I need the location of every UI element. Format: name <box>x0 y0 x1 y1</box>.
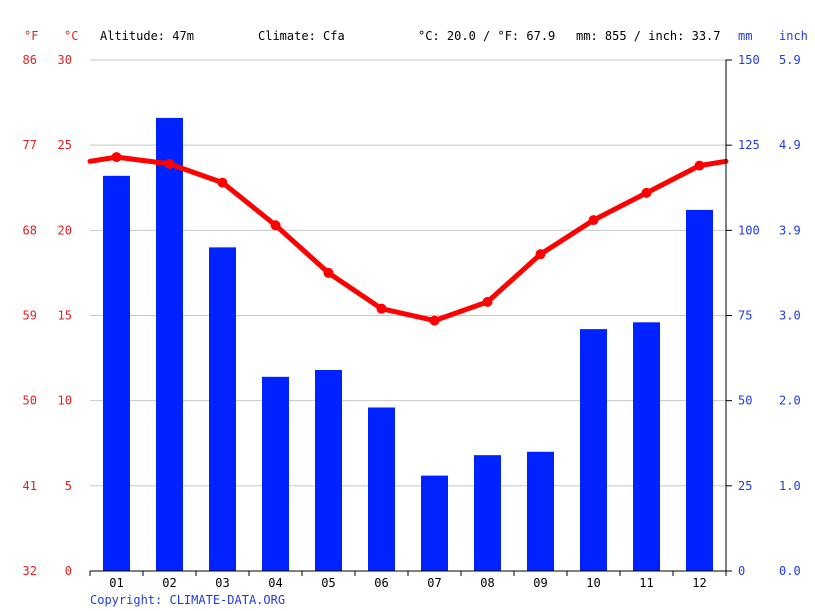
month-tick-label: 02 <box>162 576 176 590</box>
month-tick-label: 06 <box>374 576 388 590</box>
inch-tick-label: 0.0 <box>779 564 801 578</box>
fahrenheit-tick-label: 32 <box>23 564 37 578</box>
inch-tick-label: 5.9 <box>779 53 801 67</box>
month-tick-label: 10 <box>586 576 600 590</box>
precipitation-bar <box>633 322 660 571</box>
temperature-point <box>376 303 387 314</box>
precipitation-bar <box>262 376 289 571</box>
precipitation-bar <box>156 117 183 571</box>
celsius-tick-label: 30 <box>58 53 72 67</box>
mm-tick-label: 25 <box>738 479 752 493</box>
axes <box>89 59 732 576</box>
inch-tick-label: 3.0 <box>779 309 801 323</box>
month-tick-label: 04 <box>268 576 282 590</box>
average-temperature-label: °C: 20.0 / °F: 67.9 <box>418 29 555 43</box>
inch-tick-label: 3.9 <box>779 223 801 237</box>
month-tick-label: 03 <box>215 576 229 590</box>
month-tick-label: 09 <box>533 576 547 590</box>
fahrenheit-tick-label: 59 <box>23 309 37 323</box>
copyright-link[interactable]: Copyright: CLIMATE-DATA.ORG <box>90 593 285 607</box>
temperature-point <box>164 158 175 169</box>
temperature-series-line <box>87 154 729 324</box>
climate-label: Climate: Cfa <box>258 29 345 43</box>
precipitation-bar <box>368 407 395 571</box>
grid-lines <box>90 59 726 487</box>
precipitation-bar <box>580 329 607 571</box>
altitude-label: Altitude: 47m <box>100 29 194 43</box>
mm-tick-label: 150 <box>738 53 760 67</box>
month-tick-label: 01 <box>109 576 123 590</box>
celsius-tick-label: 5 <box>65 479 72 493</box>
precipitation-bar <box>421 475 448 571</box>
temperature-point <box>694 160 705 171</box>
temperature-line <box>87 152 729 326</box>
mm-tick-label: 0 <box>738 564 745 578</box>
precipitation-bar <box>686 209 713 572</box>
precipitation-bar <box>103 175 130 571</box>
temperature-point <box>270 220 281 231</box>
precipitation-bar <box>315 370 342 571</box>
mm-tick-label: 125 <box>738 138 760 152</box>
celsius-tick-label: 10 <box>58 394 72 408</box>
temperature-point <box>535 249 546 260</box>
precipitation-bar <box>527 451 554 571</box>
temperature-point <box>588 215 599 226</box>
inch-tick-label: 1.0 <box>779 479 801 493</box>
precipitation-bars <box>103 117 713 572</box>
celsius-tick-label: 25 <box>58 138 72 152</box>
temperature-point <box>641 187 652 198</box>
temperature-point <box>217 177 228 188</box>
mm-tick-label: 75 <box>738 309 752 323</box>
celsius-tick-label: 20 <box>58 223 72 237</box>
precipitation-total-label: mm: 855 / inch: 33.7 <box>576 29 721 43</box>
fahrenheit-unit-label: °F <box>24 29 38 43</box>
month-tick-label: 12 <box>692 576 706 590</box>
inch-unit-label: inch <box>779 29 808 43</box>
celsius-tick-label: 15 <box>58 309 72 323</box>
precipitation-bar <box>209 247 236 571</box>
mm-unit-label: mm <box>738 29 752 43</box>
inch-tick-label: 2.0 <box>779 394 801 408</box>
fahrenheit-tick-label: 68 <box>23 223 37 237</box>
precipitation-bar <box>474 455 501 571</box>
temperature-point <box>111 152 122 163</box>
fahrenheit-tick-label: 50 <box>23 394 37 408</box>
temperature-point <box>482 296 493 307</box>
mm-tick-label: 50 <box>738 394 752 408</box>
inch-tick-label: 4.9 <box>779 138 801 152</box>
month-tick-label: 11 <box>639 576 653 590</box>
month-tick-label: 07 <box>427 576 441 590</box>
mm-tick-label: 100 <box>738 223 760 237</box>
celsius-unit-label: °C <box>64 29 78 43</box>
month-tick-label: 08 <box>480 576 494 590</box>
tick-labels: 32 0 0 0.041 5 25 1.050 10 50 2.059 15 75 3.068 20 100… <box>23 53 801 590</box>
fahrenheit-tick-label: 41 <box>23 479 37 493</box>
temperature-point <box>323 267 334 278</box>
month-tick-label: 05 <box>321 576 335 590</box>
fahrenheit-tick-label: 77 <box>23 138 37 152</box>
celsius-tick-label: 0 <box>65 564 72 578</box>
temperature-point <box>429 315 440 326</box>
fahrenheit-tick-label: 86 <box>23 53 37 67</box>
